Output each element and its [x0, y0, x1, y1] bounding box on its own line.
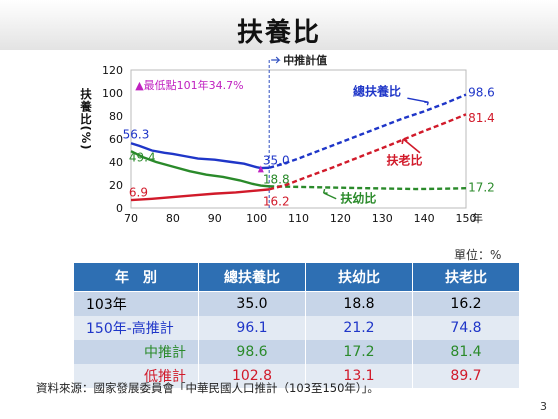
x-tick-label: 140 [414, 212, 435, 225]
row-label: 中推計 [73, 340, 199, 364]
series-line-扶幼比 [130, 150, 270, 188]
plot-area [130, 69, 467, 209]
y-tick-label: 120 [102, 64, 123, 77]
cell-young: 21.2 [305, 316, 413, 340]
y-axis-label: 扶養比(%) [79, 87, 93, 150]
cell-total: 35.0 [198, 291, 306, 316]
header-old: 扶老比 [412, 262, 520, 292]
data-label-start-young: 49.4 [129, 150, 156, 164]
cell-young: 17.2 [305, 340, 413, 364]
series-projection-扶幼比 [269, 185, 467, 191]
series-label-young: 扶幼比 [340, 190, 376, 205]
row-label: 150年-高推計 [73, 316, 199, 340]
x-tick-label: 130 [372, 212, 393, 225]
min-marker [257, 165, 264, 173]
series-line-總扶養比 [130, 142, 270, 170]
cell-total: 98.6 [198, 340, 306, 364]
data-label-end-old: 81.4 [468, 111, 495, 125]
projection-label: 中推計值 [283, 53, 327, 67]
data-label-start-total: 56.3 [123, 127, 150, 141]
cell-old: 81.4 [412, 340, 520, 364]
x-tick-label: 90 [208, 212, 222, 225]
data-label-103-old: 16.2 [263, 195, 290, 209]
y-tick-label: 20 [109, 179, 123, 192]
x-unit-label: 年 [472, 211, 483, 225]
x-tick-label: 100 [246, 212, 267, 225]
x-tick-label: 150 [456, 212, 477, 225]
y-tick-label: 100 [102, 87, 123, 100]
table-row: 103年 35.0 18.8 16.2 [73, 291, 520, 316]
data-label-end-young: 17.2 [468, 180, 495, 194]
y-tick-label: 60 [109, 133, 123, 146]
y-tick-label: 40 [109, 156, 123, 169]
min-annotation: ▲最低點101年34.7% [135, 78, 243, 92]
dependency-table: 年 別 總扶養比 扶幼比 扶老比 103年 35.0 18.8 16.2 150… [73, 262, 520, 388]
data-label-103-total: 35.0 [263, 153, 290, 167]
header-year: 年 別 [73, 262, 199, 292]
page-number: 3 [540, 400, 547, 413]
data-label-103-young: 18.8 [263, 172, 290, 186]
header-young: 扶幼比 [305, 262, 413, 292]
series-line-扶老比 [130, 188, 270, 202]
row-label: 103年 [73, 291, 199, 316]
series-projection-總扶養比 [268, 93, 467, 169]
header-total: 總扶養比 [198, 262, 306, 292]
dependency-ratio-chart: 中推計值 0 20 40 60 80 100 120 70 80 90 100 110 120 130 140… [79, 53, 495, 225]
x-tick-label: 70 [124, 212, 138, 225]
series-label-old: 扶老比 [386, 152, 422, 167]
data-label-end-total: 98.6 [468, 85, 495, 99]
table-row: 低推計 102.8 13.1 89.7 [73, 364, 520, 388]
table-row: 150年-高推計 96.1 21.2 74.8 [73, 316, 520, 340]
x-tick-label: 110 [288, 212, 309, 225]
cell-old: 74.8 [412, 316, 520, 340]
series-projection-扶老比 [268, 113, 467, 191]
title-bar: 扶養比 [0, 0, 558, 50]
cell-young: 13.1 [305, 364, 413, 388]
source-note: 資料來源：國家發展委員會「中華民國人口推計（103至150年）」。 [36, 381, 379, 395]
series-arrow-old [401, 138, 421, 154]
cell-old: 89.7 [412, 364, 520, 388]
series-label-total: 總扶養比 [353, 83, 401, 98]
series-arrow-total [407, 97, 429, 106]
series-arrow-young [322, 188, 337, 200]
y-tick-label: 80 [109, 110, 123, 123]
projection-arrow [271, 56, 281, 64]
x-tick-label: 80 [166, 212, 180, 225]
unit-label: 單位：% [454, 248, 502, 262]
cell-young: 18.8 [305, 291, 413, 316]
table-header-row: 年 別 總扶養比 扶幼比 扶老比 [73, 262, 520, 292]
table-row: 中推計 98.6 17.2 81.4 [73, 340, 520, 364]
data-label-start-old: 6.9 [129, 186, 148, 200]
y-tick-label: 0 [116, 202, 123, 215]
page-title: 扶養比 [236, 18, 321, 48]
x-tick-label: 120 [330, 212, 351, 225]
cell-total: 96.1 [198, 316, 306, 340]
cell-old: 16.2 [412, 291, 520, 316]
row-label: 低推計 [73, 364, 199, 388]
